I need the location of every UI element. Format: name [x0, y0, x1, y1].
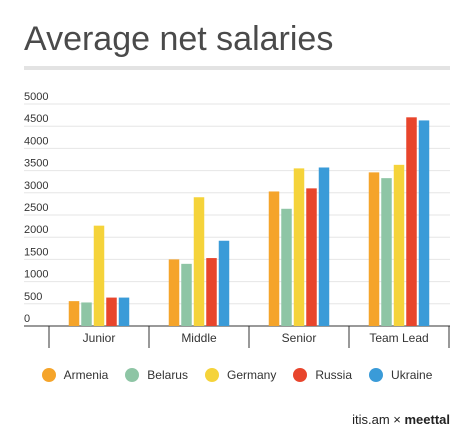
legend-swatch-ukraine	[369, 368, 384, 382]
x-category-label: Junior	[83, 331, 116, 345]
legend-label-russia: Russia	[315, 368, 353, 382]
bar-germany-junior	[93, 225, 105, 326]
bar-ukraine-junior	[118, 297, 130, 326]
bar-armenia-middle	[168, 259, 180, 326]
bar-germany-team-lead	[393, 164, 405, 326]
bar-ukraine-middle	[218, 240, 230, 326]
legend-item-armenia: Armenia	[41, 368, 109, 382]
bar-russia-team-lead	[406, 117, 417, 326]
y-tick-label: 4000	[24, 135, 48, 147]
legend-swatch-armenia	[41, 368, 56, 382]
legend-label-belarus: Belarus	[147, 368, 188, 382]
bar-armenia-junior	[68, 301, 80, 326]
bar-belarus-team-lead	[381, 178, 392, 326]
bar-belarus-middle	[181, 263, 192, 326]
legend-item-ukraine: Ukraine	[369, 368, 432, 382]
bar-chart: 5000450040003500300025002000150010005000…	[24, 91, 450, 348]
bar-germany-senior	[293, 168, 305, 326]
y-tick-label: 5000	[24, 91, 48, 103]
bar-ukraine-team-lead	[418, 120, 430, 326]
legend-swatch-russia	[293, 368, 308, 382]
legend-swatch-belarus	[125, 368, 140, 382]
x-category-label: Senior	[282, 331, 317, 345]
bar-ukraine-senior	[318, 167, 330, 326]
legend: Armenia Belarus Germany Russia Ukraine	[0, 368, 474, 382]
y-tick-label: 3500	[24, 158, 48, 170]
legend-item-belarus: Belarus	[125, 368, 188, 382]
bar-belarus-junior	[81, 302, 92, 326]
y-tick-label: 4500	[24, 113, 48, 125]
legend-item-germany: Germany	[204, 368, 277, 382]
legend-label-germany: Germany	[226, 368, 277, 382]
title-divider	[24, 66, 450, 70]
legend-label-ukraine: Ukraine	[391, 368, 433, 382]
credit-text: itis.am ×	[352, 412, 405, 427]
chart-title: Average net salaries	[24, 20, 334, 58]
y-tick-label: 2000	[24, 224, 48, 236]
y-tick-label: 1000	[24, 269, 48, 281]
x-category-label: Middle	[181, 331, 217, 345]
bar-germany-middle	[193, 197, 205, 326]
y-tick-label: 2500	[24, 202, 48, 214]
bar-armenia-senior	[268, 191, 280, 326]
y-tick-label: 1500	[24, 246, 48, 258]
credit-brand: meettal	[404, 412, 450, 427]
legend-item-russia: Russia	[293, 368, 352, 382]
bar-armenia-team-lead	[368, 172, 380, 326]
bar-russia-middle	[206, 258, 217, 326]
y-tick-label: 3000	[24, 180, 48, 192]
bar-belarus-senior	[281, 208, 292, 326]
y-tick-label: 0	[24, 313, 30, 325]
legend-label-armenia: Armenia	[63, 368, 109, 382]
legend-swatch-germany	[204, 368, 219, 382]
credit: itis.am × meettal	[352, 412, 450, 427]
y-tick-label: 500	[24, 291, 42, 303]
bar-russia-senior	[306, 188, 317, 326]
x-category-label: Team Lead	[369, 331, 428, 345]
bar-russia-junior	[106, 297, 117, 326]
